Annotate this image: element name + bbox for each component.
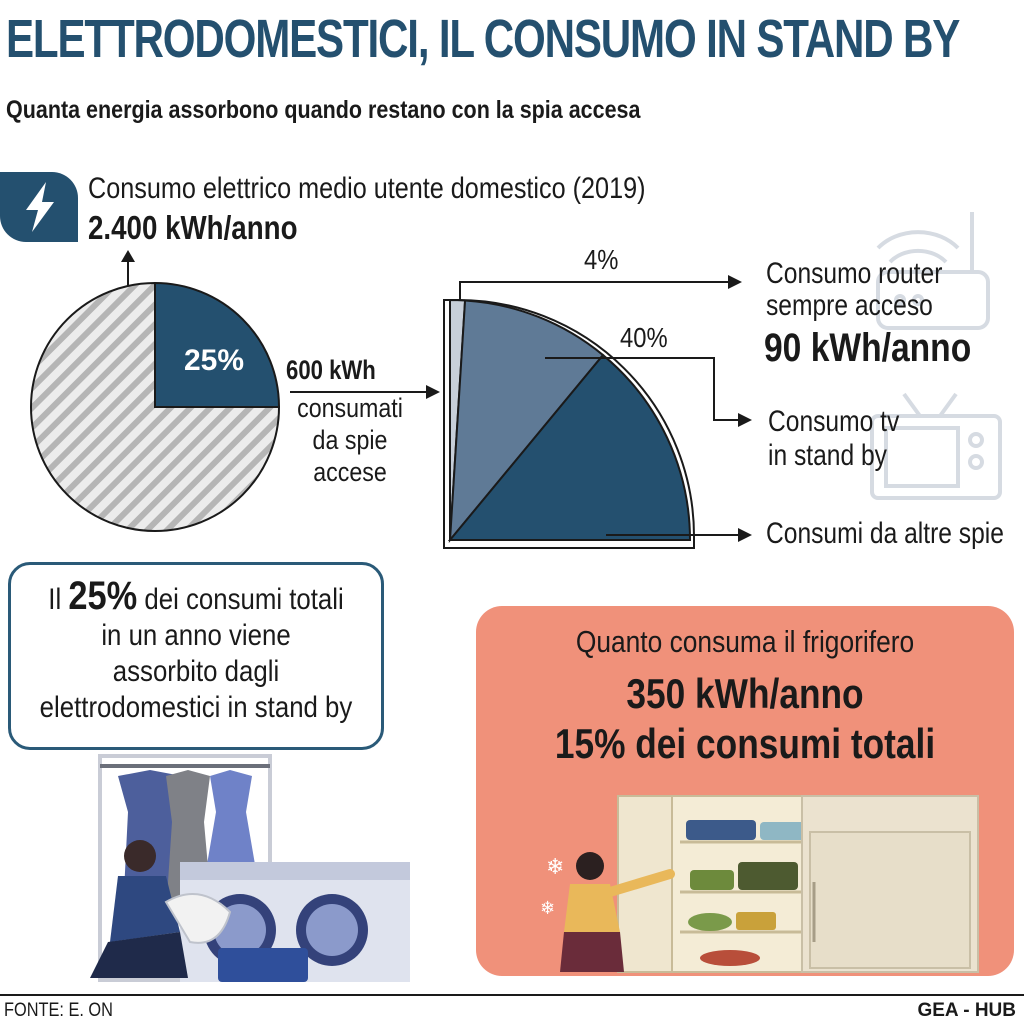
fridge-value: 350 kWh/anno	[626, 670, 864, 717]
lightning-bolt-icon	[0, 172, 78, 242]
fridge-illustration: ❄ ❄	[540, 795, 979, 973]
svg-text:❄: ❄	[540, 898, 555, 919]
average-consumption-value: 2.400 kWh/anno	[88, 209, 298, 246]
pie-slice-standby	[154, 281, 281, 408]
page-title: ELETTRODOMESTICI, IL CONSUMO IN STAND BY	[6, 9, 960, 69]
source-note: FONTE: E. ON	[4, 1000, 113, 1021]
info-text: Il 25% dei consumi totali in un anno vie…	[34, 576, 357, 726]
tv-icon	[870, 392, 1002, 500]
router-value: 90 kWh/anno	[764, 326, 972, 370]
info-line4: elettrodomestici in stand by	[39, 691, 353, 724]
other-arrowhead	[738, 528, 752, 542]
router-label-line1: Consumo router	[766, 257, 943, 290]
footer-divider	[0, 994, 1024, 996]
wifi-router-icon	[876, 212, 990, 330]
pie-slice-label-standby: 25%	[184, 344, 244, 377]
page-subtitle: Quanta energia assorbono quando restano …	[6, 96, 641, 124]
router-label-line2: sempre acceso	[766, 289, 933, 322]
breakdown-slice-tv	[448, 299, 605, 544]
fridge-label: Quanto consuma il frigorifero	[575, 624, 915, 659]
laundry-illustration	[90, 754, 410, 982]
tv-label-line2: in stand by	[768, 439, 887, 472]
router-arrowhead	[728, 275, 742, 289]
credit-note: GEA - HUB	[917, 1000, 1016, 1021]
fridge-share: 15% dei consumi totali	[554, 720, 936, 767]
info-callout	[8, 562, 384, 750]
standby-description: consumati da spie accese	[297, 393, 403, 487]
tv-label-line1: Consumo tv	[768, 405, 900, 438]
router-leader-line	[459, 281, 730, 300]
tv-pct-label: 40%	[620, 322, 668, 353]
annual-consumption-pie	[30, 281, 281, 532]
info-prefix: Il	[48, 583, 69, 616]
tv-arrowhead	[738, 413, 752, 427]
info-line3: assorbito dagli	[112, 655, 280, 688]
breakdown-slice-other	[447, 353, 692, 541]
standby-breakdown-pie	[447, 298, 692, 544]
tv-leader-line	[545, 357, 738, 421]
other-label: Consumi da altre spie	[766, 517, 1004, 550]
info-line2: in un anno viene	[101, 619, 291, 652]
standby-chart: 25%	[30, 212, 1002, 549]
info-line1: dei consumi totali	[137, 583, 344, 616]
average-consumption-label: Consumo elettrico medio utente domestico…	[88, 172, 646, 205]
info-highlight: 25%	[68, 574, 138, 618]
router-pct-label: 4%	[584, 244, 619, 275]
standby-arrowhead	[426, 385, 440, 399]
standby-value: 600 kWh	[286, 355, 376, 385]
total-arrowhead	[121, 250, 135, 262]
pie-slice-other	[30, 281, 281, 532]
svg-text:❄: ❄	[546, 855, 564, 880]
